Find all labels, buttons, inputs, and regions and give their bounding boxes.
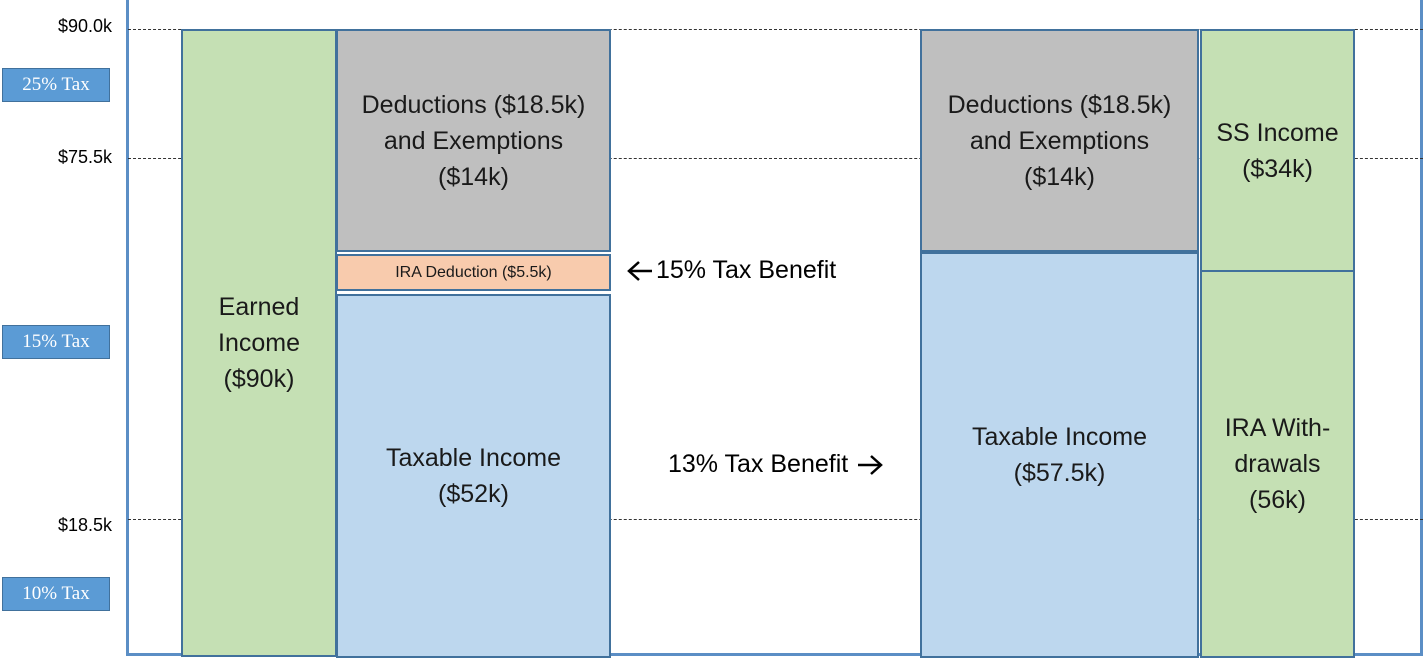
arrow-left-icon — [627, 260, 652, 281]
taxable-income-block-right: Taxable Income ($57.5k) — [920, 252, 1199, 658]
gridline-18k — [128, 519, 1423, 520]
gridline-90k — [128, 29, 1423, 30]
taxable-income-label-right: Taxable Income ($57.5k) — [971, 423, 1148, 487]
earned-income-block: Earned Income ($90k) — [181, 29, 337, 657]
ira-deduction-block: IRA Deduction ($5.5k) — [336, 254, 611, 291]
bracket-label-10: 10% Tax — [2, 577, 110, 611]
arrow-right-icon — [858, 454, 884, 475]
deductions-block-left: Deductions ($18.5k) and Exemptions ($14k… — [336, 29, 611, 252]
y-tick-90k: $90.0k — [57, 16, 112, 36]
taxable-income-block-left: Taxable Income ($52k) — [336, 294, 611, 658]
earned-income-label: Earned Income ($90k) — [218, 293, 300, 393]
deductions-block-right: Deductions ($18.5k) and Exemptions ($14k… — [920, 29, 1199, 252]
ira-withdrawals-label: IRA With- drawals (56k) — [1224, 414, 1331, 514]
deductions-label-right: Deductions ($18.5k) and Exemptions ($14k… — [947, 91, 1172, 191]
taxable-income-label-left: Taxable Income ($52k) — [385, 444, 562, 508]
ss-income-label: SS Income ($34k) — [1216, 119, 1339, 183]
y-tick-18k: $18.5k — [57, 515, 112, 535]
ira-deduction-label: IRA Deduction ($5.5k) — [395, 263, 552, 281]
deduction-benefit-label: 15% Tax Benefit — [656, 256, 837, 284]
bracket-label-15: 15% Tax — [2, 325, 110, 359]
withdrawal-benefit-annotation: 13% Tax Benefit — [668, 450, 886, 479]
ss-income-block: SS Income ($34k) — [1200, 29, 1355, 272]
gridline-75k — [128, 158, 1423, 159]
y-tick-75k: $75.5k — [57, 147, 112, 167]
withdrawal-benefit-label: 13% Tax Benefit — [668, 450, 849, 478]
ira-withdrawals-block: IRA With- drawals (56k) — [1200, 270, 1355, 658]
deductions-label-left: Deductions ($18.5k) and Exemptions ($14k… — [361, 91, 586, 191]
deduction-benefit-annotation: 15% Tax Benefit — [626, 256, 836, 285]
bracket-label-25: 25% Tax — [2, 68, 110, 102]
